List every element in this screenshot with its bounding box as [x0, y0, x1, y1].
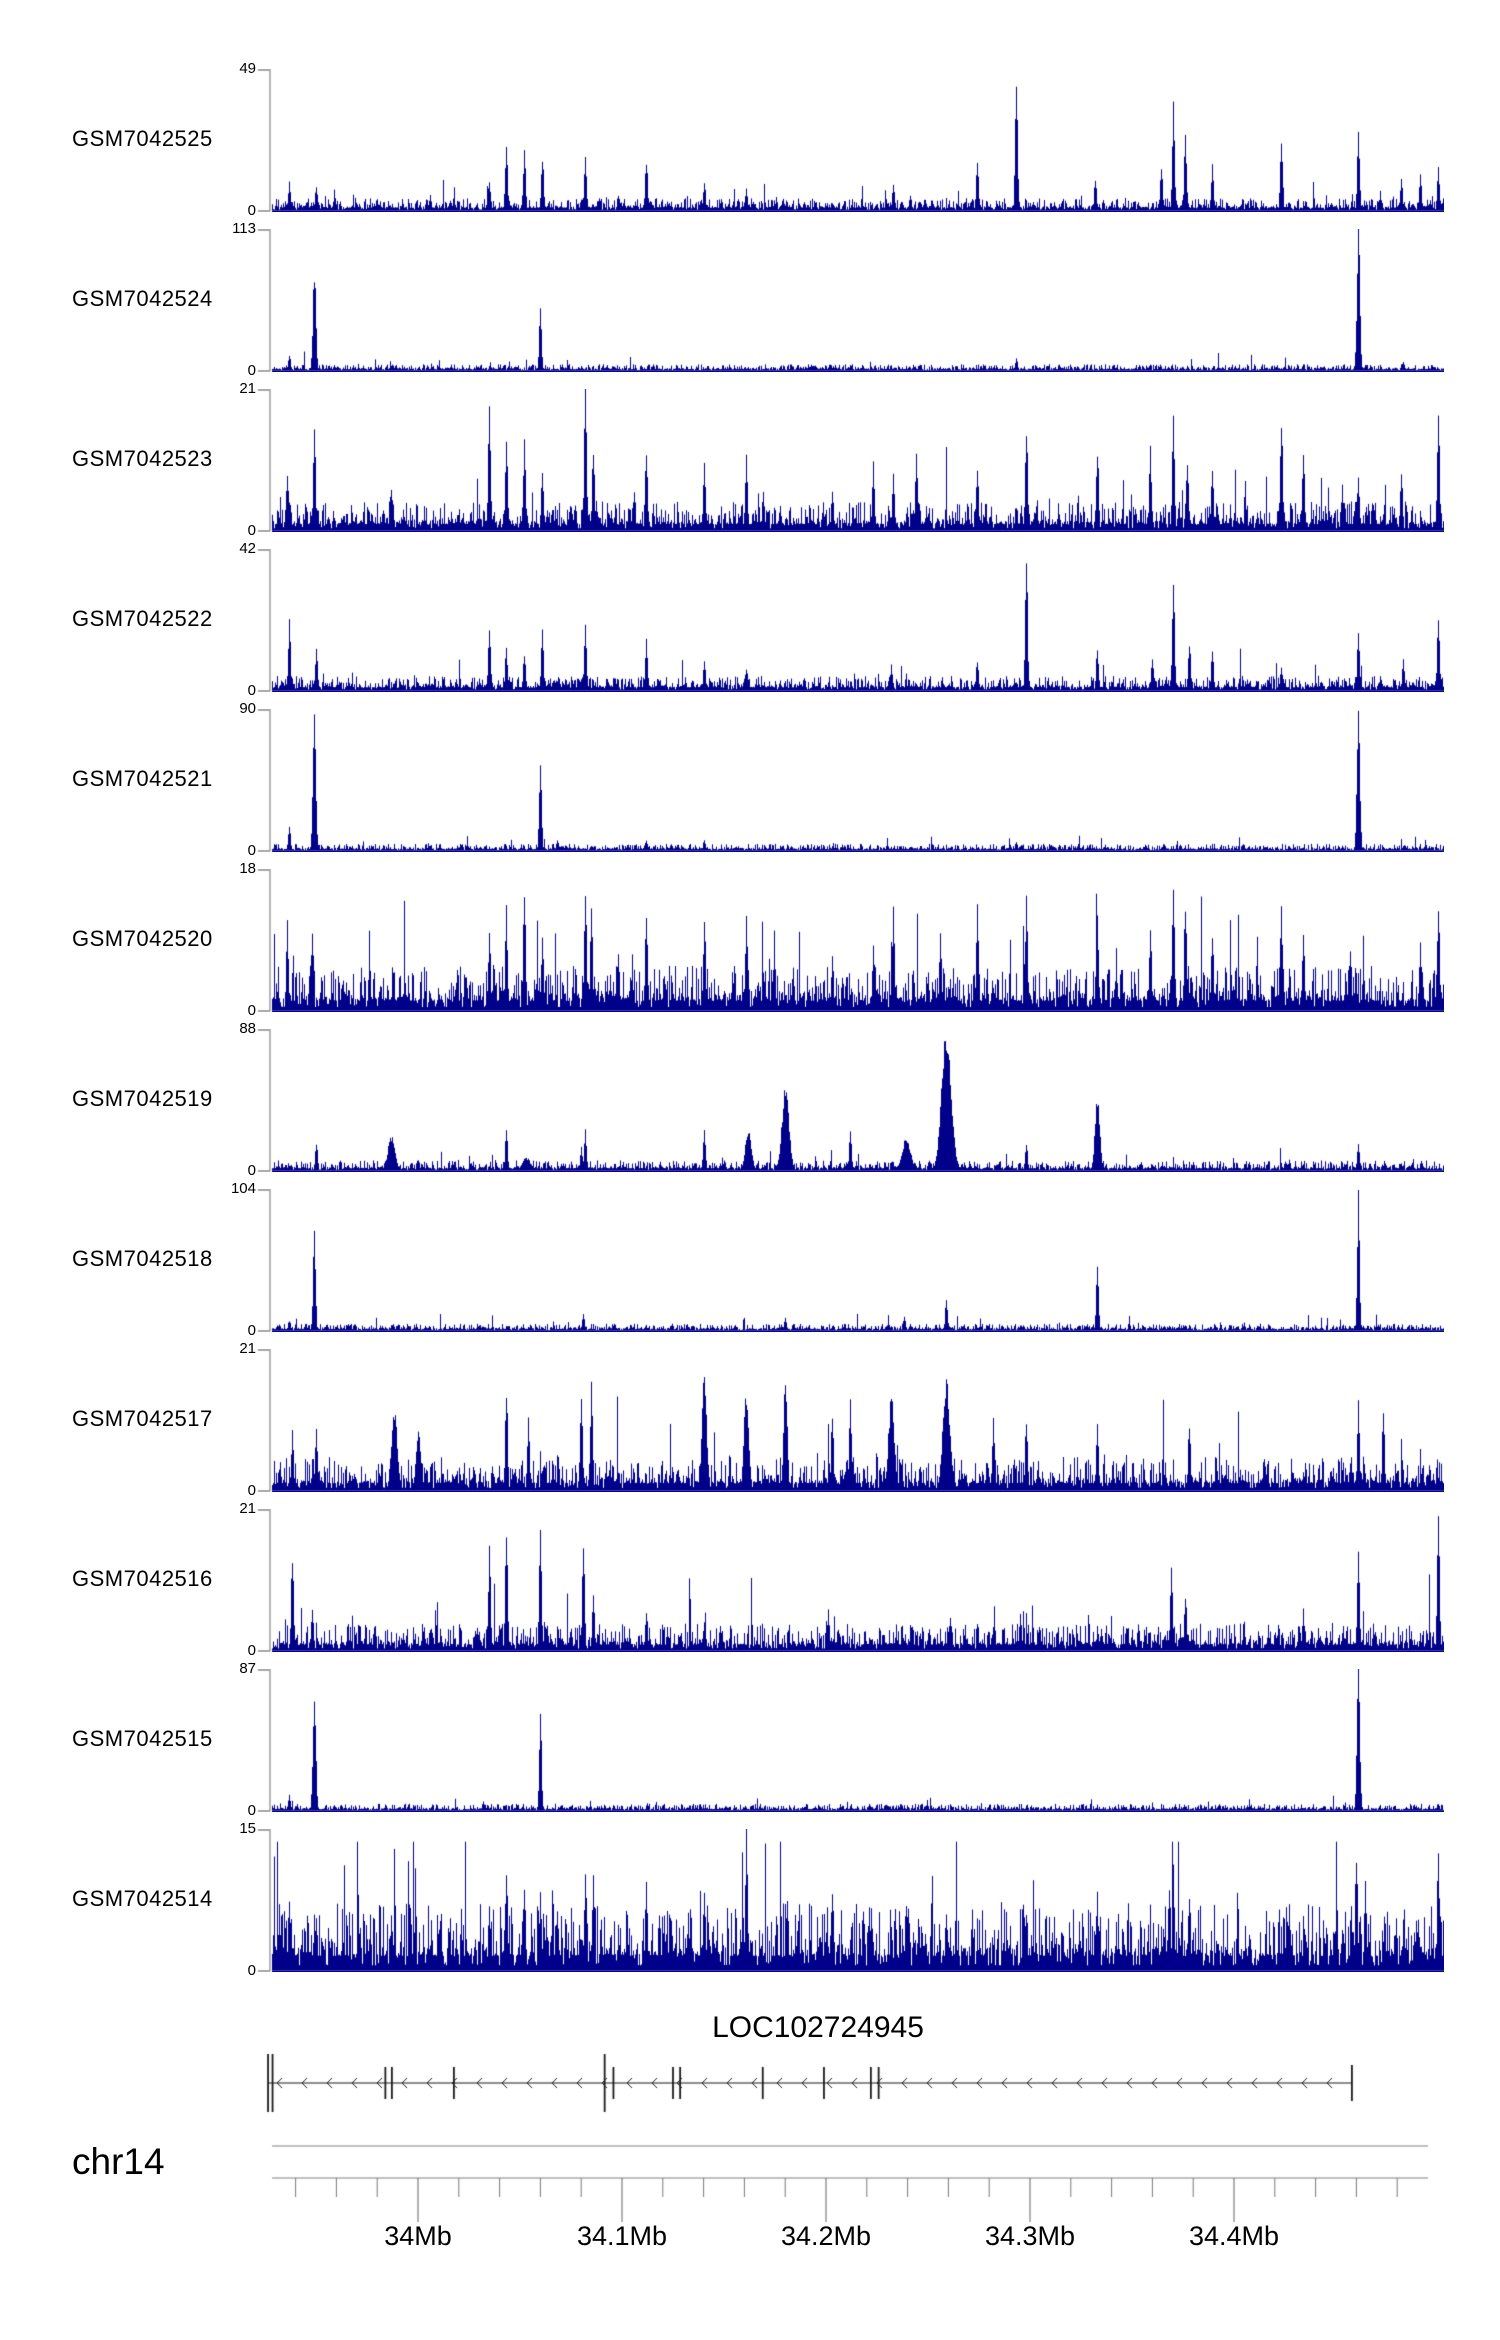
- axis-tick-label: 34.2Mb: [780, 2221, 872, 2251]
- track-coverage-canvas: [250, 1349, 1444, 1492]
- axis-tick-label: 34.1Mb: [576, 2221, 668, 2251]
- track-ymax-label: 21: [239, 380, 256, 397]
- track-coverage-canvas: [250, 69, 1444, 212]
- track-label: GSM7042519: [72, 1086, 213, 1111]
- track-zero-label: 0: [247, 522, 256, 539]
- track-zero-label: 0: [247, 682, 256, 699]
- track-label: GSM7042516: [72, 1566, 213, 1591]
- track-coverage-canvas: [250, 389, 1444, 532]
- track-coverage-canvas: [250, 709, 1444, 852]
- track-label: GSM7042520: [72, 926, 213, 951]
- track-ymax-label: 90: [239, 700, 256, 717]
- track-zero-label: 0: [247, 1962, 256, 1979]
- track-coverage-canvas: [250, 869, 1444, 1012]
- track-coverage-canvas: [250, 1669, 1444, 1812]
- track-zero-label: 0: [247, 362, 256, 379]
- track-ymax-label: 113: [232, 220, 256, 237]
- genome-axis-ruler: [250, 2140, 1444, 2255]
- track-ymax-label: 87: [239, 1660, 256, 1677]
- gene-model-track: [250, 2050, 1444, 2122]
- track-zero-label: 0: [247, 1482, 256, 1499]
- track-coverage-canvas: [250, 1829, 1444, 1972]
- track-coverage-canvas: [250, 229, 1444, 372]
- track-label: GSM7042517: [72, 1406, 213, 1431]
- track-ymax-label: 88: [239, 1020, 256, 1037]
- track-zero-label: 0: [247, 1002, 256, 1019]
- track-coverage-canvas: [250, 1029, 1444, 1172]
- track-ymax-label: 21: [239, 1340, 256, 1357]
- track-ymax-label: 104: [230, 1180, 256, 1197]
- track-label: GSM7042521: [72, 766, 213, 791]
- axis-tick-label: 34.3Mb: [984, 2221, 1076, 2251]
- track-zero-label: 0: [247, 1322, 256, 1339]
- axis-tick-label: 34Mb: [384, 2221, 452, 2251]
- track-ymax-label: 49: [239, 60, 256, 77]
- track-coverage-canvas: [250, 549, 1444, 692]
- axis-tick-label: 34.4Mb: [1188, 2221, 1280, 2251]
- track-label: GSM7042525: [72, 126, 213, 151]
- track-ymax-label: 15: [239, 1820, 256, 1837]
- track-ymax-label: 18: [239, 860, 256, 877]
- gene-name-label: LOC102724945: [712, 2011, 924, 2044]
- track-label: GSM7042523: [72, 446, 213, 471]
- track-label: GSM7042524: [72, 286, 213, 311]
- track-zero-label: 0: [247, 1802, 256, 1819]
- track-label: GSM7042515: [72, 1726, 213, 1751]
- track-zero-label: 0: [247, 842, 256, 859]
- track-zero-label: 0: [247, 1162, 256, 1179]
- track-zero-label: 0: [247, 1642, 256, 1659]
- track-ymax-label: 21: [239, 1500, 256, 1517]
- track-coverage-canvas: [250, 1189, 1444, 1332]
- track-ymax-label: 42: [239, 540, 256, 557]
- chromosome-label: chr14: [72, 2141, 165, 2182]
- track-label: GSM7042514: [72, 1886, 213, 1911]
- track-zero-label: 0: [247, 202, 256, 219]
- track-coverage-canvas: [250, 1509, 1444, 1652]
- track-label: GSM7042518: [72, 1246, 213, 1271]
- track-label: GSM7042522: [72, 606, 213, 631]
